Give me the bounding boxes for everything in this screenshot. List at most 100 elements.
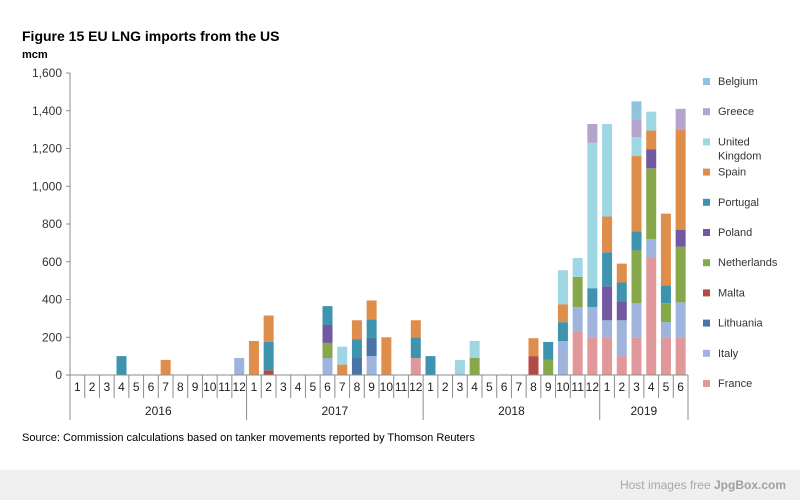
bar-segment — [631, 303, 642, 338]
bar-segment — [602, 216, 613, 253]
y-axis-unit-label: mcm — [22, 49, 48, 61]
x-tick-label: 4 — [295, 380, 302, 394]
x-tick-label: 12 — [586, 380, 600, 394]
x-tick-label: 9 — [545, 380, 552, 394]
x-tick-label: 5 — [486, 380, 493, 394]
bar-segment — [631, 101, 642, 120]
x-tick-label: 8 — [530, 380, 537, 394]
bar-segment — [234, 358, 245, 375]
legend-label-line: United — [718, 136, 750, 148]
bar-segment — [616, 263, 627, 283]
legend-label: Spain — [718, 167, 746, 179]
bar-segment — [410, 320, 421, 338]
bar-segment — [337, 364, 348, 375]
x-tick-label: 1 — [427, 380, 434, 394]
bar-segment — [660, 303, 671, 323]
legend-label: Netherlands — [718, 257, 778, 269]
x-tick-label: 8 — [177, 380, 184, 394]
x-tick-label: 12 — [409, 380, 423, 394]
legend-swatch — [703, 319, 710, 327]
bar-segment — [263, 341, 274, 371]
bar-segment — [631, 250, 642, 304]
x-tick-label: 11 — [571, 380, 584, 394]
bar-segment — [366, 337, 377, 357]
watermark-brand: JpgBox.com — [713, 478, 786, 492]
x-tick-label: 5 — [663, 380, 670, 394]
bar-segment — [248, 341, 259, 375]
bar-segment — [616, 320, 627, 357]
x-axis: 1 2 3 4 5 6 7 8 9 10 11 12 1 2 3 4 5 6 7 8 9 10 11 12 1 2 3 4 5 6 7 8 9 1… — [69, 374, 689, 420]
legend-label: Malta — [718, 287, 746, 299]
y-tick-label: 1,600 — [32, 66, 62, 80]
bar-segment — [528, 338, 539, 357]
bar-segment — [602, 320, 613, 338]
legend-label: France — [718, 378, 752, 390]
bar-segment — [528, 356, 539, 375]
bar-segment — [366, 356, 377, 375]
bar-segment — [587, 123, 598, 143]
bar-segment — [351, 339, 362, 359]
x-tick-label: 5 — [133, 380, 140, 394]
bar-segment — [646, 130, 657, 150]
x-tick-label: 7 — [339, 380, 346, 394]
x-tick-label: 1 — [74, 380, 81, 394]
bar-segment — [675, 246, 686, 303]
bar-segment — [587, 288, 598, 308]
bar-segment — [587, 307, 598, 338]
bar-segment — [557, 304, 568, 323]
legend: Belgium Greece United Kingdom Spain Portugal P… — [703, 76, 778, 390]
y-tick-label: 1,400 — [32, 104, 62, 118]
bar-segment — [410, 358, 421, 375]
bar-segment — [602, 123, 613, 217]
legend-swatch — [703, 380, 710, 387]
x-tick-label: 1 — [251, 380, 258, 394]
x-tick-label: 10 — [380, 380, 394, 394]
bar-segment — [322, 342, 333, 359]
bar-segment — [263, 370, 274, 375]
bar-segment — [616, 282, 627, 302]
legend-swatch — [703, 198, 710, 206]
x-tick-label: 3 — [457, 380, 464, 394]
x-tick-label: 6 — [501, 380, 508, 394]
watermark-prefix: Host images free — [619, 478, 711, 492]
bar-segment — [410, 337, 421, 359]
bar-segment — [675, 337, 686, 375]
year-label: 2018 — [498, 404, 525, 418]
year-label: 2019 — [631, 404, 658, 418]
x-tick-label: 7 — [515, 380, 522, 394]
legend-swatch — [703, 108, 710, 116]
bar-segment — [116, 356, 127, 375]
source-note: Source: Commission calculations based on… — [22, 432, 475, 444]
year-label: 2017 — [322, 404, 349, 418]
bar-segment — [675, 229, 686, 247]
bar-segment — [631, 137, 642, 157]
x-tick-label: 11 — [395, 380, 408, 394]
bar-segment — [602, 252, 613, 287]
bar-segment — [646, 239, 657, 258]
legend-label: Belgium — [718, 76, 758, 88]
x-tick-label: 4 — [648, 380, 655, 394]
x-tick-label: 9 — [368, 380, 375, 394]
bar-segment — [469, 358, 480, 375]
legend-swatch — [703, 229, 710, 236]
x-tick-label: 3 — [633, 380, 640, 394]
bar-segment — [160, 359, 171, 375]
bar-segment — [322, 358, 333, 375]
bar-segment — [469, 341, 480, 359]
x-tick-label: 6 — [148, 380, 155, 394]
x-tick-label: 7 — [162, 380, 169, 394]
x-tick-label: 9 — [192, 380, 199, 394]
bar-segment — [646, 257, 657, 375]
bar-segment — [322, 324, 333, 343]
bar-segment — [557, 341, 568, 375]
bar-segment — [587, 337, 598, 375]
y-tick-label: 400 — [42, 293, 62, 307]
x-tick-label: 10 — [556, 380, 570, 394]
bar-segment — [543, 341, 554, 360]
legend-label: Poland — [718, 227, 752, 239]
x-tick-label: 8 — [354, 380, 361, 394]
y-tick-label: 0 — [55, 368, 62, 382]
x-tick-label: 2 — [89, 380, 96, 394]
y-axis: mcm 0 200 400 600 800 1,000 1,200 1,400 1,600 — [22, 49, 71, 382]
